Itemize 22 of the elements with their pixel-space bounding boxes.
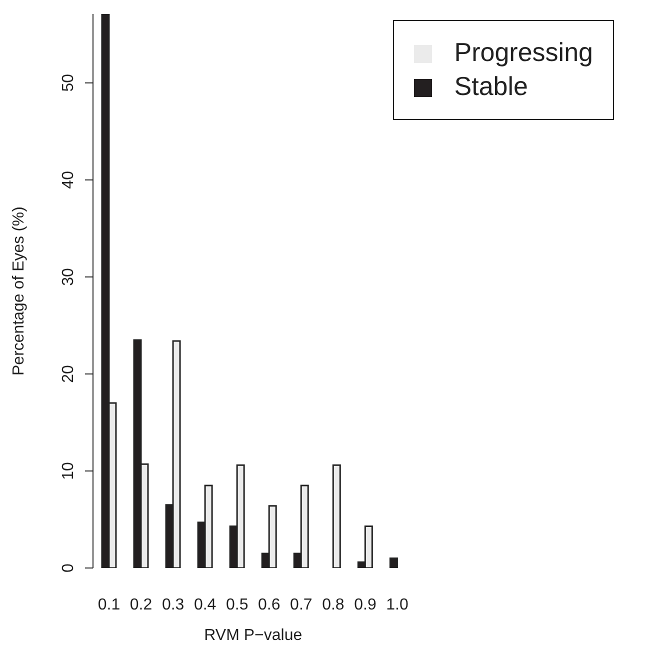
legend-label: Progressing — [454, 37, 593, 67]
y-tick-label: 40 — [60, 170, 77, 189]
legend-label: Stable — [454, 71, 528, 101]
x-tick-label: 0.7 — [290, 596, 312, 614]
y-tick-label: 50 — [60, 74, 77, 92]
x-tick-label: 0.8 — [322, 596, 344, 614]
bar — [332, 464, 341, 568]
x-tick-label: 0.2 — [130, 596, 152, 614]
x-tick-label: 0.6 — [258, 596, 280, 614]
x-tick-label: 0.5 — [226, 596, 248, 614]
y-axis-title: Percentage of Eyes (%) — [10, 206, 28, 376]
y-tick-label: 0 — [60, 563, 77, 572]
x-axis-title: RVM P−value — [204, 627, 302, 644]
x-tick-label: 0.9 — [354, 596, 376, 614]
y-tick-label: 30 — [60, 268, 77, 286]
x-tick-label: 0.1 — [98, 596, 120, 614]
y-tick-label: 20 — [60, 364, 77, 383]
x-tick-label: 0.4 — [194, 596, 216, 614]
y-tick-label: 10 — [60, 462, 77, 480]
x-tick-label: 0.3 — [162, 596, 184, 614]
bar — [389, 558, 398, 568]
x-tick-label: 1.0 — [386, 596, 408, 614]
